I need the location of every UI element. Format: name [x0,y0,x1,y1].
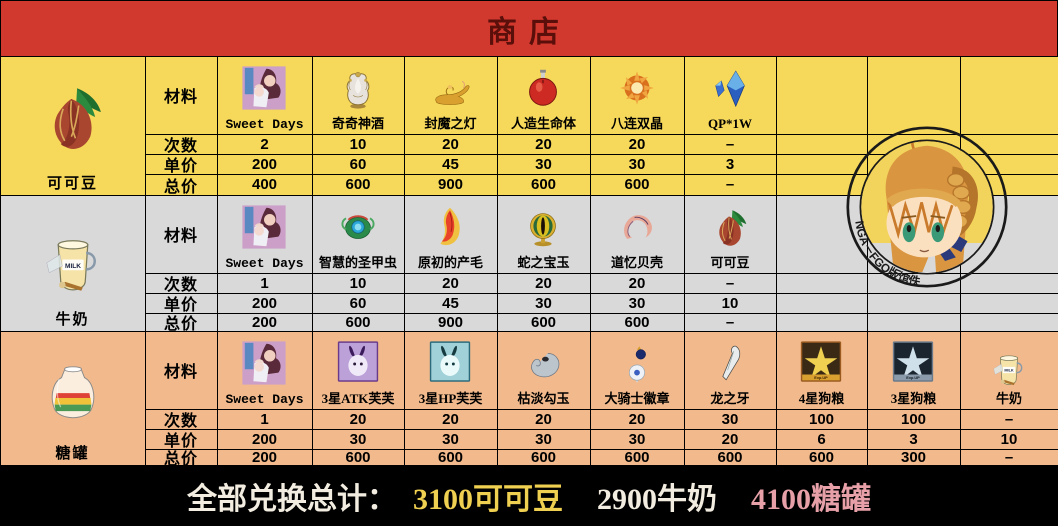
svg-text:MILK: MILK [65,263,81,270]
svg-text:Exp.UP: Exp.UP [906,376,920,380]
svg-text:MILK: MILK [1004,369,1014,373]
svg-text:Exp.UP: Exp.UP [814,376,828,380]
